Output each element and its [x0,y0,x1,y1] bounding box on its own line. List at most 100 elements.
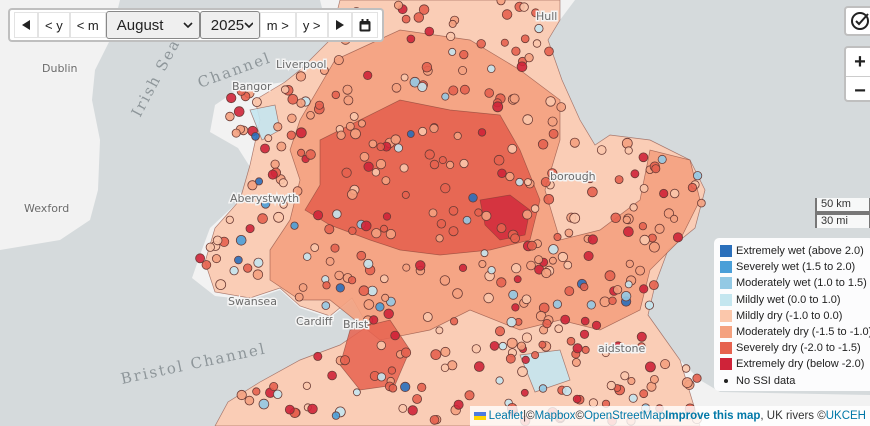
station-dot [606,380,616,391]
osm-link[interactable]: OpenStreetMap [583,410,666,422]
station-dot [572,358,581,367]
station-dot [586,300,596,310]
layers-toggle[interactable] [844,6,870,36]
station-dot [572,394,582,404]
legend-label: Mildly wet (0.0 to 1.0) [736,293,841,306]
station-dot [286,130,296,140]
station-dot [581,345,590,354]
station-dot [599,296,611,308]
scale-metric: 50 km [815,198,870,213]
station-dot [310,243,320,252]
prev-month-button[interactable]: < m [69,12,106,38]
legend-swatch [720,277,732,290]
station-dot [521,332,533,343]
station-dot [375,302,385,312]
station-dot [613,341,624,352]
station-dot [612,285,623,295]
month-select[interactable]: August [105,11,200,39]
region [519,349,571,393]
station-dot [511,263,522,274]
prev-year-button[interactable]: < y [38,12,70,38]
station-dot [449,317,459,326]
station-dot [368,139,378,149]
station-dot [557,251,569,263]
station-dot [563,260,573,270]
zoom-out[interactable]: − [854,79,866,102]
station-dot [346,189,358,200]
station-dot [622,215,631,224]
station-dot [697,198,706,208]
place-label: Cardiff [296,315,333,328]
legend-label: Severely dry (-2.0 to -1.5) [736,342,861,355]
station-dot [371,168,381,177]
station-dot [627,376,636,385]
mapbox-link[interactable]: Mapbox [534,410,576,422]
leaflet-link[interactable]: Leaflet [488,410,524,422]
legend-swatch [720,342,732,355]
play-forward-button[interactable] [327,12,352,38]
sea-label: Irish Sea [128,35,184,119]
station-dot [522,114,533,125]
station-dot [440,346,451,357]
station-dot [358,285,370,297]
station-dot [517,366,528,377]
station-dot [448,19,457,28]
legend-item: Moderately wet (1.0 to 1.5) [720,275,868,291]
station-dot [458,263,468,272]
station-dot [333,55,344,66]
calendar-button[interactable] [351,12,378,38]
station-dot [604,270,616,282]
station-dot [270,159,280,169]
station-dot [639,389,649,399]
legend-item: Extremely wet (above 2.0) [720,243,868,259]
station-dot [298,283,308,292]
legend-label: Severely wet (1.5 to 2.0) [736,261,856,274]
station-dot [542,318,552,329]
station-dot [229,266,239,276]
station-dot [506,337,518,349]
year-select[interactable]: 2025 [199,11,260,39]
place-label: Bangor [232,80,272,93]
next-month-button[interactable]: m > [259,12,296,38]
station-dot [360,220,372,232]
station-dot [347,276,357,285]
station-dot [201,260,212,270]
station-dot [273,389,283,400]
legend-item: Mildly wet (0.0 to 1.0) [720,292,868,308]
station-dot [281,85,290,94]
station-dot [254,177,263,186]
ukceh-link[interactable]: UKCEH [825,410,866,422]
station-dot [623,226,634,238]
play-back-button[interactable] [14,12,38,38]
station-dot [521,355,530,364]
station-dot [670,188,680,199]
station-dot [294,292,304,302]
station-dot [418,126,428,136]
station-dot [654,223,665,234]
station-dot [473,361,485,372]
station-dot [681,364,691,373]
station-dot [307,403,318,415]
station-dot [306,111,315,120]
station-dot [496,0,506,6]
station-dot [342,84,353,95]
station-dot [439,275,451,286]
improve-link[interactable]: Improve this map [665,410,761,422]
station-dot [352,388,361,397]
station-dot [657,154,667,164]
next-year-button[interactable]: y > [295,12,328,38]
station-dot [644,300,655,310]
station-dot [540,177,551,188]
zoom-in[interactable]: + [846,48,870,77]
station-dot [538,384,548,393]
station-dot [369,315,379,325]
station-dot [359,152,370,162]
station-dot [244,395,255,406]
station-dot [636,331,647,342]
station-dot [357,119,366,128]
station-dot [350,128,361,140]
station-dot [569,137,580,148]
station-dot [387,366,396,375]
station-dot [400,381,411,392]
station-dot [564,286,575,297]
